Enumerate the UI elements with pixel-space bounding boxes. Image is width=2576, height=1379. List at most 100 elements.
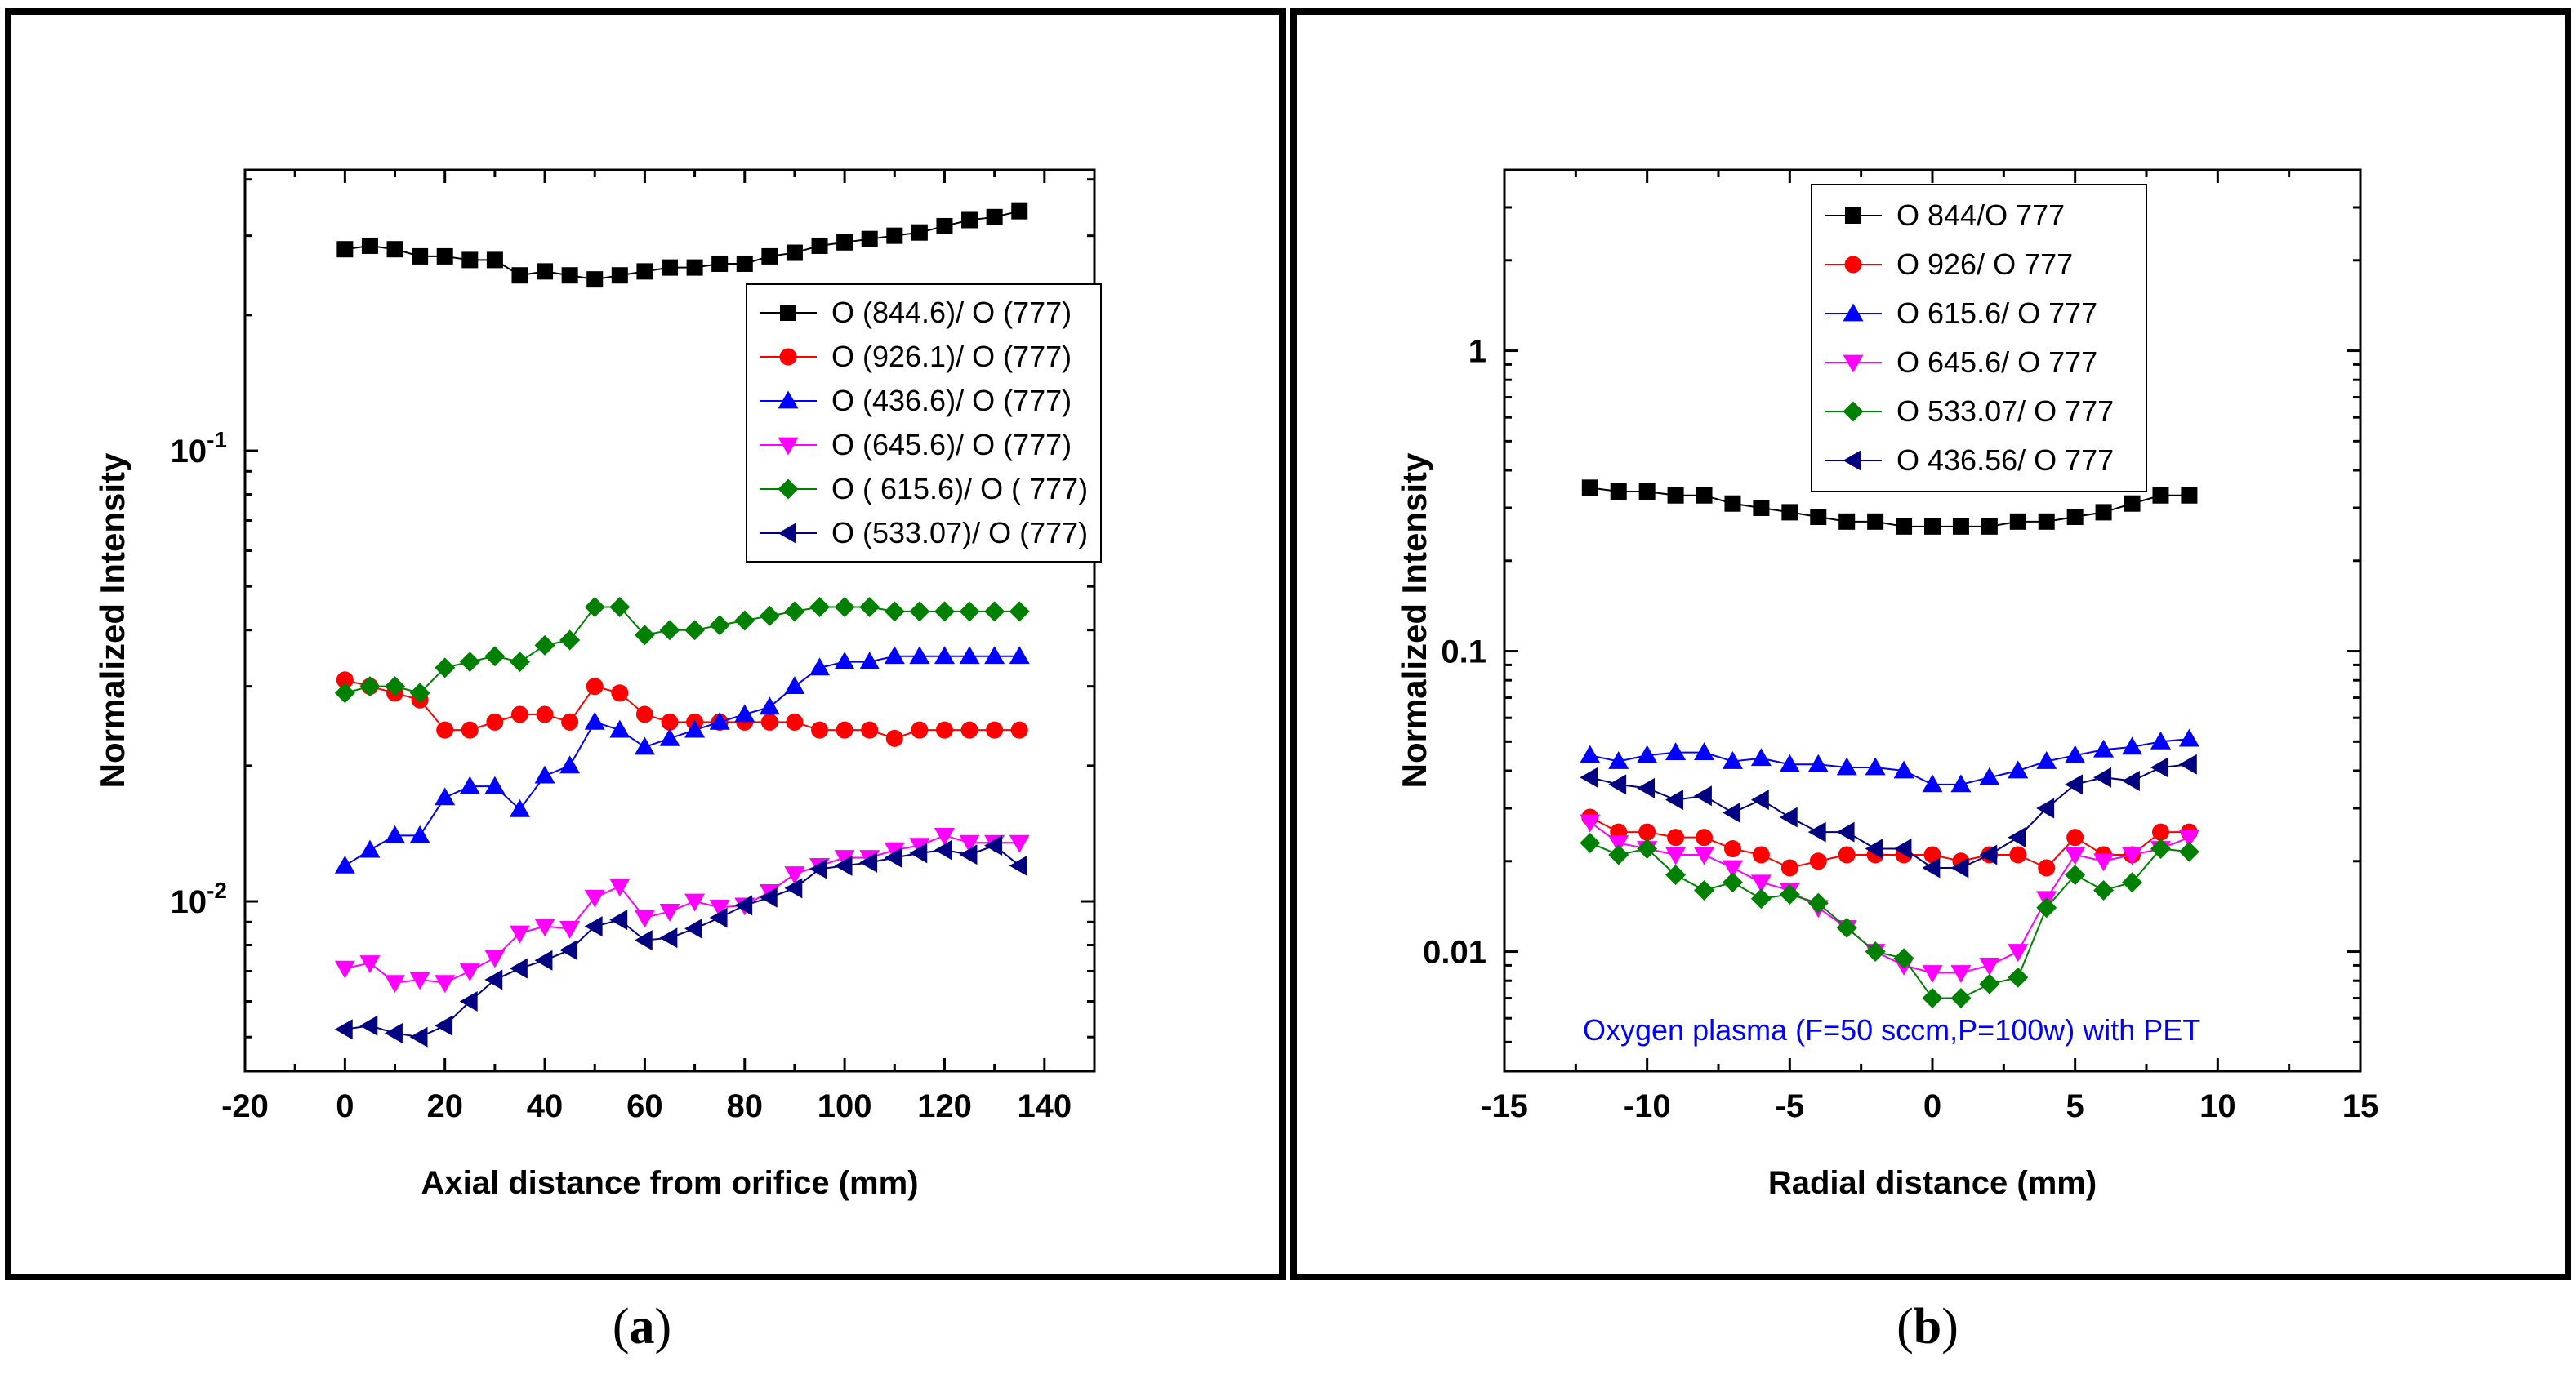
- data-point: [2122, 736, 2143, 755]
- data-point: [385, 1022, 403, 1043]
- data-point: [559, 940, 578, 961]
- data-point: [986, 208, 1003, 225]
- x-axis-title: Axial distance from orifice (mm): [421, 1165, 918, 1201]
- data-point: [1922, 965, 1943, 984]
- data-point: [1896, 518, 1913, 535]
- data-point: [961, 211, 978, 229]
- series-line: [345, 606, 1020, 694]
- data-point: [1981, 518, 1998, 535]
- data-point: [1722, 872, 1743, 893]
- data-point: [334, 960, 355, 979]
- data-point: [836, 234, 853, 251]
- data-point: [986, 721, 1004, 739]
- series-a-2: [334, 646, 1030, 874]
- data-point: [884, 847, 902, 869]
- data-point: [1750, 888, 1772, 910]
- data-point: [1807, 754, 1829, 772]
- data-point: [1580, 814, 1601, 833]
- data-point: [934, 827, 955, 846]
- data-point: [1581, 479, 1598, 496]
- data-point: [561, 267, 578, 284]
- legend-label: O (533.07)/ O (777): [831, 516, 1088, 549]
- data-point: [385, 975, 406, 994]
- data-point: [1867, 513, 1884, 530]
- series-line: [1589, 821, 2190, 974]
- data-point: [784, 676, 805, 695]
- data-point: [759, 887, 778, 908]
- data-point: [861, 721, 879, 739]
- data-point: [2122, 770, 2140, 791]
- data-point: [1752, 846, 1770, 864]
- data-point: [1010, 721, 1028, 739]
- data-point: [811, 237, 828, 254]
- data-point: [1580, 832, 1601, 853]
- data-point: [1750, 748, 1772, 767]
- series-b-5: [1580, 754, 2197, 879]
- data-point: [909, 646, 930, 665]
- data-point: [2178, 841, 2199, 862]
- data-point: [1724, 495, 1741, 512]
- data-point: [734, 895, 753, 916]
- data-point: [412, 247, 429, 265]
- data-point: [334, 683, 355, 704]
- data-point: [2122, 847, 2143, 865]
- x-tick-label: 20: [426, 1088, 463, 1124]
- data-point: [684, 918, 702, 939]
- data-point: [459, 963, 480, 982]
- data-point: [684, 620, 706, 641]
- data-point: [559, 629, 581, 651]
- panel-a: -20 0 20 40 60 80 100 120 140 10-1 10-2 Axial dista…: [5, 8, 1286, 1280]
- data-point: [609, 879, 631, 897]
- data-point: [509, 958, 528, 979]
- data-point: [435, 657, 456, 678]
- data-point: [786, 713, 804, 731]
- data-point: [584, 916, 603, 937]
- data-point: [2066, 829, 2084, 847]
- data-point: [2181, 487, 2198, 504]
- data-point: [709, 711, 730, 730]
- data-point: [809, 596, 831, 617]
- chart-b: -15 -10 -5 0 5 10 15 1 0.1 0.01 Radial distance (m…: [1395, 168, 2378, 1201]
- data-point: [1638, 483, 1656, 500]
- data-point: [959, 834, 980, 853]
- data-point: [1779, 754, 1800, 772]
- data-point: [911, 721, 929, 739]
- data-point: [834, 855, 853, 876]
- y-axis-title: Normalized Intensity: [1395, 452, 1433, 788]
- data-point: [2008, 967, 2029, 988]
- legend-marker: [1845, 207, 1861, 224]
- data-point: [2093, 739, 2115, 758]
- x-tick-label: 5: [2066, 1088, 2084, 1124]
- data-point: [1779, 807, 1798, 828]
- data-point: [611, 684, 629, 702]
- legend-marker: [1844, 256, 1862, 274]
- data-point: [609, 596, 631, 617]
- x-tick-label: 40: [527, 1088, 564, 1124]
- data-point: [2065, 774, 2084, 795]
- x-tick-label: 0: [1923, 1088, 1941, 1124]
- data-point: [636, 263, 653, 280]
- data-point: [784, 878, 803, 899]
- x-tick-label: 80: [727, 1088, 764, 1124]
- data-point: [1667, 487, 1684, 504]
- data-point: [661, 713, 679, 731]
- data-point: [1608, 835, 1629, 853]
- data-point: [2008, 944, 2029, 963]
- legend-box: [1811, 184, 2147, 492]
- data-point: [409, 972, 430, 990]
- legend-marker: [1843, 354, 1864, 373]
- data-point: [2036, 897, 2057, 919]
- data-point: [1665, 790, 1683, 811]
- data-point: [1753, 499, 1770, 516]
- data-point: [1838, 846, 1856, 864]
- data-point: [1865, 941, 1886, 963]
- data-point: [2008, 827, 2026, 848]
- data-point: [1950, 988, 1972, 1009]
- data-point: [859, 652, 880, 670]
- data-point: [534, 634, 555, 656]
- y-tick-label: 0.01: [1423, 935, 1486, 971]
- data-point: [2150, 757, 2168, 778]
- x-tick-label: 0: [336, 1088, 354, 1124]
- data-point: [511, 267, 528, 284]
- data-point: [1637, 839, 1658, 860]
